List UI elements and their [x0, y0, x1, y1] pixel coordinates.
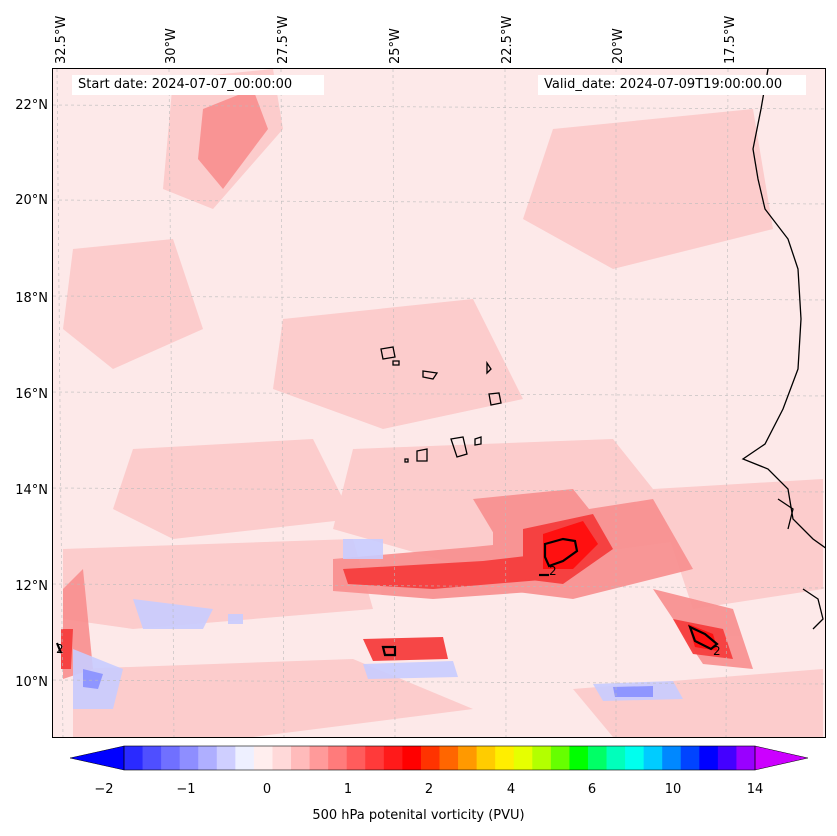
colorbar-cell: [736, 746, 756, 770]
map-panel[interactable]: 2 2 2: [52, 68, 826, 738]
colorbar-high-arrow: [754, 745, 808, 771]
colorbar-cell: [291, 746, 311, 770]
lon-label-27-5w: 27.5°W: [276, 15, 291, 64]
colorbar: [70, 745, 808, 771]
colorbar-cell: [476, 746, 496, 770]
colorbar-cells: [124, 746, 756, 770]
lat-label-12n: 12°N: [15, 579, 48, 594]
coastline: [380, 69, 825, 630]
lon-label-25w: 25°W: [388, 28, 403, 64]
colorbar-cell: [662, 746, 682, 770]
contour-label-3: 2: [56, 642, 64, 656]
colorbar-cell: [699, 746, 719, 770]
colorbar-cell: [569, 746, 589, 770]
pv-fill-strong-negative: [83, 669, 653, 697]
colorbar-cell: [532, 746, 552, 770]
colorbar-cell: [550, 746, 570, 770]
colorbar-tick-10: 10: [664, 782, 682, 797]
contour-label-2: 2: [713, 644, 721, 658]
colorbar-cell: [420, 746, 440, 770]
colorbar-cell: [717, 746, 737, 770]
contour-label-1: 2: [549, 564, 557, 578]
colorbar-cell: [161, 746, 181, 770]
lat-label-10n: 10°N: [15, 675, 48, 690]
colorbar-tick-2: 2: [424, 782, 434, 797]
contour-labels: 2 2 2: [56, 564, 721, 658]
colorbar-cell: [124, 746, 144, 770]
colorbar-cell: [198, 746, 218, 770]
colorbar-cell: [328, 746, 348, 770]
lon-label-22-5w: 22.5°W: [500, 15, 515, 64]
colorbar-cell: [365, 746, 385, 770]
colorbar-frame: [123, 745, 756, 771]
colorbar-cell: [439, 746, 459, 770]
lat-label-16n: 16°N: [15, 387, 48, 402]
colorbar-cell: [606, 746, 626, 770]
colorbar-cell: [513, 746, 533, 770]
colorbar-cell: [142, 746, 162, 770]
colorbar-cell: [235, 746, 255, 770]
colorbar-cell: [402, 746, 422, 770]
colorbar-cell: [179, 746, 199, 770]
colorbar-tick-0: 0: [262, 782, 272, 797]
lon-label-30w: 30°W: [164, 28, 179, 64]
colorbar-cell: [309, 746, 329, 770]
colorbar-cell: [346, 746, 366, 770]
colorbar-tick-4: 4: [506, 782, 516, 797]
start-date-label: Start date: 2024-07-07_00:00:00: [72, 75, 324, 95]
graticule: [53, 69, 825, 737]
pv-field-map: 2 2 2: [53, 69, 825, 737]
colorbar-cell: [587, 746, 608, 770]
valid-date-label: Valid_date: 2024-07-09T19:00:00.00: [538, 75, 806, 95]
colorbar-cell: [495, 746, 515, 770]
pv-2-contour: [55, 537, 719, 657]
lat-label-20n: 20°N: [15, 193, 48, 208]
lon-label-32-5w: 32.5°W: [54, 15, 69, 64]
lon-label-20w: 20°W: [611, 28, 626, 64]
colorbar-low-arrow: [70, 745, 125, 771]
colorbar-tick-neg2: −2: [94, 782, 114, 797]
colorbar-tick-neg1: −1: [176, 782, 196, 797]
colorbar-tick-6: 6: [587, 782, 597, 797]
colorbar-cell: [625, 746, 645, 770]
colorbar-tick-1: 1: [343, 782, 353, 797]
lat-label-22n: 22°N: [15, 98, 48, 113]
lat-label-18n: 18°N: [15, 291, 48, 306]
colorbar-cell: [216, 746, 236, 770]
colorbar-cell: [680, 746, 700, 770]
colorbar-cell: [383, 746, 403, 770]
colorbar-cell: [253, 746, 273, 770]
lon-label-17-5w: 17.5°W: [723, 15, 738, 64]
colorbar-title: 500 hPa potenital vorticity (PVU): [312, 808, 525, 823]
colorbar-tick-14: 14: [746, 782, 764, 797]
colorbar-cell: [643, 746, 663, 770]
colorbar-cell: [272, 746, 292, 770]
lat-label-14n: 14°N: [15, 483, 48, 498]
colorbar-cell: [458, 746, 478, 770]
